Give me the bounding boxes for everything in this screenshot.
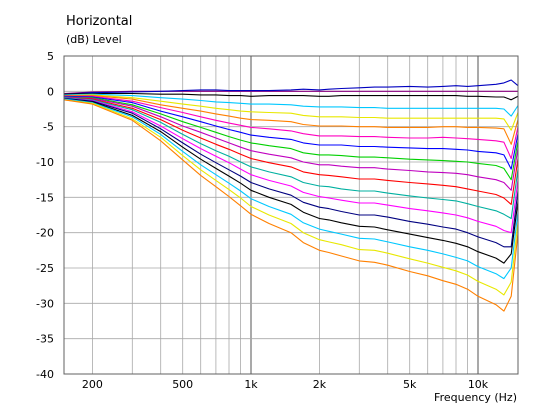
y-tick-label: -5 [43,121,54,134]
y-tick-label: -35 [36,333,54,346]
series-line-8 [63,95,519,170]
series-line-4 [63,93,519,117]
chart-title: Horizontal [66,14,132,29]
series-line-12 [63,97,519,220]
x-tick-label: 200 [82,378,103,391]
series-line-9 [63,96,519,181]
x-tick-label: 2k [313,378,327,391]
series-line-16 [63,98,519,280]
y-tick-label: -10 [36,156,54,169]
series-line-5 [63,94,519,131]
series-line-15 [63,98,519,264]
x-tick-label: 5k [403,378,417,391]
grid [64,55,518,375]
series-line-3 [63,92,519,101]
series-line-10 [63,96,519,191]
series-line-6 [64,95,519,145]
y-axis-unit-label: (dB) Level [66,33,122,46]
x-tick-label: 500 [172,378,193,391]
y-tick-label: 5 [47,50,54,63]
y-tick-label: -25 [36,262,54,275]
y-tick-label: -40 [36,368,54,381]
series-line-7 [64,95,519,160]
y-tick-label: -15 [36,191,54,204]
series-layer [63,79,519,312]
series-line-14 [63,97,519,248]
series-line-17 [63,99,519,296]
series-line-11 [63,97,519,205]
series-line-13 [63,97,519,234]
y-tick-label: -30 [36,297,54,310]
plot-frame [63,55,519,375]
x-tick-label: 10k [468,378,489,391]
x-axis-label: Frequency (Hz) [434,391,517,404]
y-ticks: 5 0 -5 -10 -15 -20 -25 -30 -35 -40 [36,50,54,381]
x-tick-label: 1k [244,378,258,391]
series-line-18 [63,99,519,312]
x-ticks: 200 500 1k 2k 5k 10k [82,378,489,391]
y-tick-label: 0 [47,85,54,98]
y-tick-label: -20 [36,227,54,240]
series-line-1 [63,90,518,95]
series-line-2 [63,79,519,95]
